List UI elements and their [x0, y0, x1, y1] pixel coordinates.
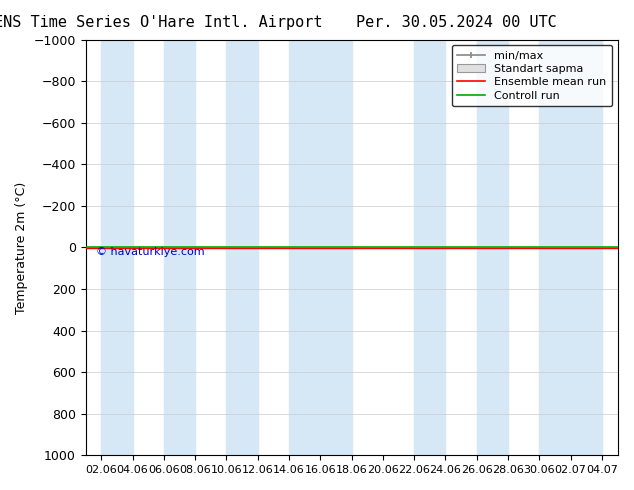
Bar [477, 40, 508, 455]
Bar [226, 40, 258, 455]
Bar [164, 40, 195, 455]
Bar [320, 40, 352, 455]
Text: ENS Time Series O'Hare Intl. Airport: ENS Time Series O'Hare Intl. Airport [0, 15, 323, 30]
Text: Per. 30.05.2024 00 UTC: Per. 30.05.2024 00 UTC [356, 15, 557, 30]
Legend: min/max, Standart sapma, Ensemble mean run, Controll run: min/max, Standart sapma, Ensemble mean r… [452, 45, 612, 106]
Bar [289, 40, 320, 455]
Text: © havaturkiye.com: © havaturkiye.com [96, 246, 205, 257]
Bar [414, 40, 446, 455]
Bar [101, 40, 133, 455]
Bar [571, 40, 602, 455]
Bar [540, 40, 571, 455]
Y-axis label: Temperature 2m (°C): Temperature 2m (°C) [15, 181, 28, 314]
